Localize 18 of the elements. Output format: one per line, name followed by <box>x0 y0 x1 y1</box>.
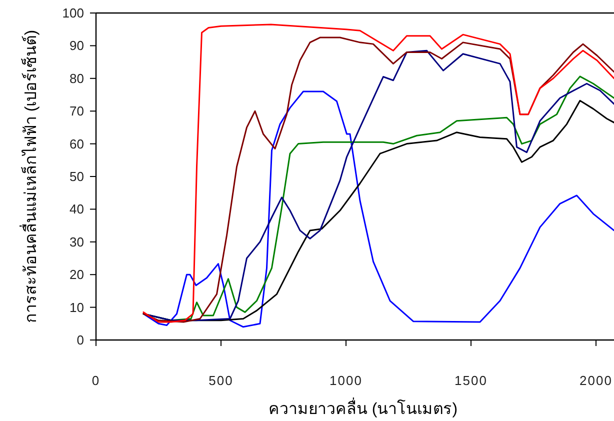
y-tick-label: 90 <box>70 38 84 54</box>
x-tick-label: 1000 <box>330 373 362 388</box>
x-tick-label: 2000 <box>580 373 612 388</box>
y-tick-label: 60 <box>70 136 84 152</box>
y-tick-label: 50 <box>70 169 84 184</box>
y-tick-label: 40 <box>70 202 84 217</box>
y-tick-label: 80 <box>70 70 84 86</box>
y-tick-label: 20 <box>70 267 84 282</box>
y-tick-label: 70 <box>70 104 84 119</box>
x-tick-label: 0 <box>92 373 100 388</box>
x-axis-title: ความยาวคลื่น (นาโนเมตร) <box>268 397 458 418</box>
y-tick-label: 30 <box>70 234 84 250</box>
y-axis-title: การสะท้อนคลื่นแม่เหล็กไฟฟ้า (เปอร์เซ็นต์) <box>19 30 40 324</box>
x-tick-label: 500 <box>208 373 234 388</box>
y-tick-label: 0 <box>76 332 84 348</box>
x-tick-label: 1500 <box>454 373 488 388</box>
y-tick-label: 10 <box>70 300 84 315</box>
y-tick-label: 100 <box>62 6 84 20</box>
